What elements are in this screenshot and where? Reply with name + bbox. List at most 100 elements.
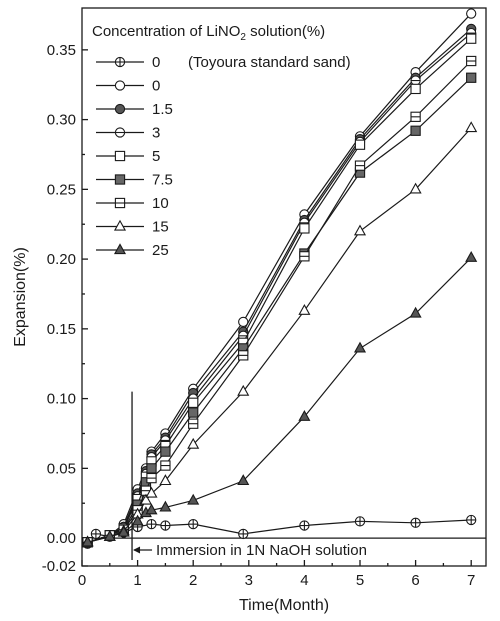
data-point [466, 72, 477, 83]
legend-marker [114, 80, 126, 91]
data-point [188, 407, 199, 418]
y-tick-label: 0.30 [47, 112, 76, 129]
data-point [410, 111, 421, 122]
legend-label: 7.5 [152, 172, 173, 189]
data-point [409, 306, 422, 318]
legend-marker [113, 219, 127, 231]
data-point [81, 535, 94, 547]
data-point [160, 520, 171, 531]
x-tick-label: 2 [189, 572, 197, 589]
legend-marker [114, 103, 126, 115]
data-point [145, 503, 158, 515]
plot-frame [81, 7, 487, 567]
annotation-layer: Immersion in 1N NaOH solution [131, 391, 367, 560]
data-point [145, 486, 158, 498]
data-point [146, 519, 157, 530]
immersion-label: Immersion in 1N NaOH solution [156, 542, 367, 559]
y-tick-label: 0.20 [47, 251, 76, 268]
data-point [117, 525, 130, 537]
data-point [354, 516, 366, 527]
x-tick-label: 7 [467, 572, 475, 589]
data-point [139, 493, 152, 505]
x-tick-label: 1 [133, 572, 141, 589]
data-point [188, 519, 199, 530]
legend-entry: 0 (Toyoura standard sand) [96, 54, 351, 71]
legend-label: 10 [152, 195, 169, 212]
x-axis-title: Time(Month) [239, 597, 329, 614]
axes: -0.02 0.00 0.05 0.10 0.15 0.20 0.25 0.30 0.35 0 1 2… [12, 7, 487, 614]
legend-label: 15 [152, 219, 169, 236]
data-point [466, 33, 477, 44]
legend-entry: 0 [96, 78, 160, 95]
data-point [188, 418, 199, 429]
x-tick-label: 4 [300, 572, 308, 589]
x-tick-label: 5 [356, 572, 364, 589]
data-point [410, 83, 421, 95]
data-point [238, 350, 249, 361]
data-point [237, 474, 250, 486]
series-2 [82, 23, 477, 548]
legend-entry: 25 [96, 242, 169, 259]
data-point [238, 316, 249, 328]
legend-label: 0 [152, 78, 160, 95]
data-point [131, 514, 144, 526]
x-tick-label: 0 [78, 572, 86, 589]
data-point [103, 529, 116, 541]
data-point [354, 160, 366, 171]
legend-entry: 15 [96, 219, 169, 236]
legend-label: 5 [152, 148, 160, 165]
data-point [410, 517, 421, 528]
data-point [410, 75, 421, 86]
data-point [298, 410, 311, 421]
data-point [409, 182, 422, 194]
legend-label: 0 [152, 54, 160, 71]
legend-marker [114, 174, 126, 185]
legend-note: (Toyoura standard sand) [188, 54, 351, 71]
y-tick-label: 0.25 [47, 181, 76, 198]
legend-title: Concentration of LiNO2 solution(%) [92, 23, 325, 43]
legend-marker [114, 127, 126, 138]
legend-marker [114, 56, 126, 68]
legend-entry: 3 [96, 125, 160, 142]
data-point [237, 384, 250, 396]
x-tick-label: 6 [411, 572, 419, 589]
y-tick-label: -0.02 [42, 558, 76, 575]
data-point [159, 474, 172, 486]
data-point [353, 341, 367, 353]
legend-label: 1.5 [152, 101, 173, 118]
data-point [465, 250, 478, 262]
series-layer [81, 8, 478, 549]
legend-label: 3 [152, 125, 160, 142]
legend-entry: 10 [96, 195, 169, 212]
data-point [188, 397, 199, 408]
legend-entry: 7.5 [96, 172, 173, 189]
immersion-arrow-head [133, 546, 141, 554]
legend-marker [114, 150, 126, 162]
y-tick-label: 0.05 [47, 460, 76, 477]
x-tick-label: 3 [245, 572, 253, 589]
data-point [298, 303, 311, 315]
legend: Concentration of LiNO2 solution(%) 0 (Toyo… [92, 23, 351, 259]
data-point [354, 139, 366, 150]
legend-entry: 5 [96, 148, 160, 165]
data-point [466, 514, 477, 526]
data-point [466, 8, 477, 19]
data-point [299, 251, 310, 262]
data-point [159, 500, 172, 512]
legend-marker [113, 243, 127, 255]
data-point [299, 520, 310, 531]
data-point [146, 472, 157, 484]
data-point [160, 446, 171, 457]
data-point [187, 493, 200, 505]
y-tick-label: 0.35 [47, 42, 76, 59]
legend-entry: 1.5 [96, 101, 173, 118]
series-8 [81, 250, 478, 547]
legend-marker [114, 197, 126, 209]
data-point [353, 224, 367, 236]
data-point [410, 125, 421, 136]
data-point [187, 437, 200, 449]
y-tick-label: 0.10 [47, 391, 76, 408]
data-point [146, 463, 157, 474]
data-point [238, 528, 249, 540]
